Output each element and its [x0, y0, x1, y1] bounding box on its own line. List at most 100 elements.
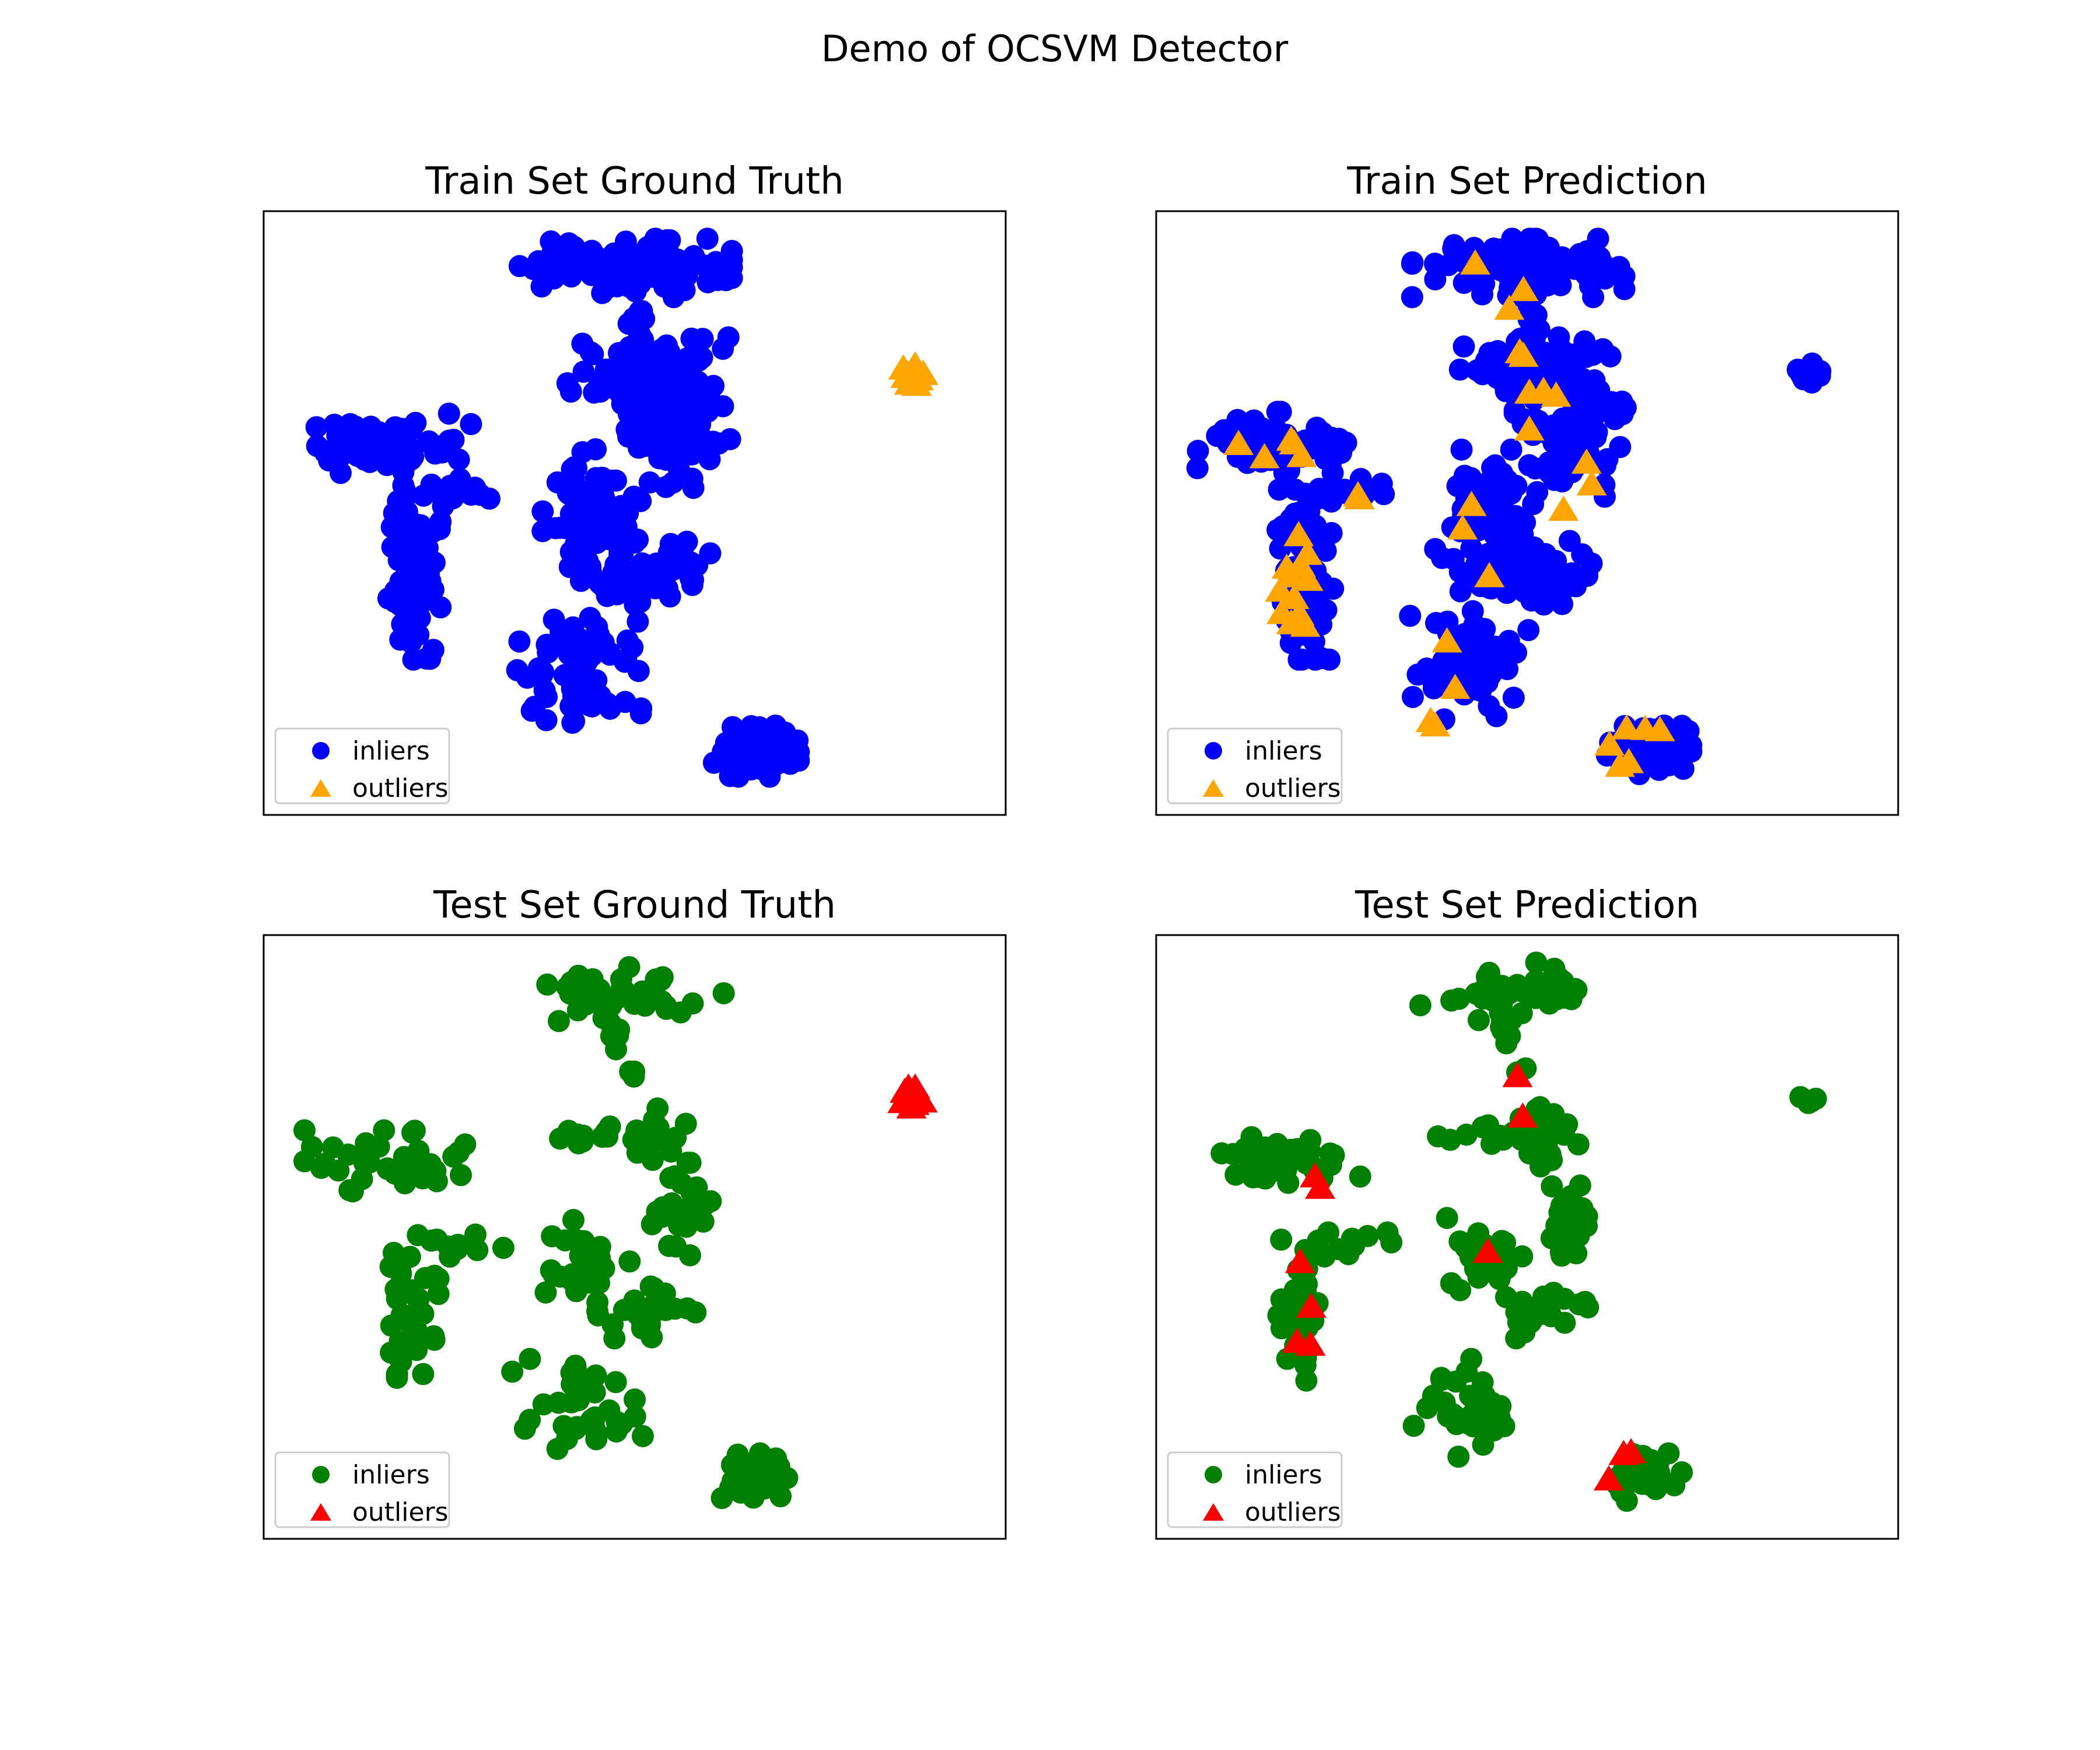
inlier-point [691, 327, 714, 350]
inlier-point [669, 1001, 692, 1024]
inlier-point [424, 1160, 447, 1182]
legend-marker-inliers [1205, 1466, 1222, 1483]
inlier-point [1654, 750, 1677, 773]
inlier-point [1539, 346, 1562, 369]
inlier-point [584, 1364, 607, 1387]
inlier-point [1270, 1228, 1293, 1251]
inlier-point [676, 1152, 699, 1174]
inlier-point [412, 1363, 435, 1385]
inlier-point [608, 250, 631, 272]
inlier-point [1567, 1133, 1590, 1156]
inlier-point [631, 1424, 654, 1447]
inlier-point [1468, 674, 1491, 697]
series-outliers [888, 351, 939, 396]
inlier-point [1448, 358, 1471, 381]
inlier-point [1380, 1231, 1403, 1254]
outlier-point [1616, 1438, 1647, 1464]
inlier-point [1423, 671, 1446, 694]
inlier-point [684, 1301, 707, 1324]
inlier-point [642, 1276, 665, 1299]
inlier-point [1500, 438, 1522, 461]
inlier-point [702, 374, 725, 397]
inlier-point [605, 1038, 628, 1060]
inlier-point [580, 239, 603, 262]
inlier-point [1553, 1287, 1576, 1310]
inlier-point [1639, 1462, 1661, 1485]
inlier-point [624, 1405, 646, 1428]
inlier-point [586, 615, 608, 638]
inlier-point [1480, 1391, 1503, 1414]
outlier-point [1507, 1102, 1538, 1128]
inlier-point [627, 660, 650, 682]
inlier-point [618, 1250, 641, 1273]
inlier-point [447, 448, 470, 471]
series-outliers [1223, 249, 1675, 777]
inlier-point [569, 1244, 592, 1267]
inlier-point [419, 648, 442, 670]
inlier-point [664, 1235, 687, 1258]
outlier-point [1305, 1173, 1336, 1199]
inlier-point [585, 669, 608, 692]
inlier-point [1545, 583, 1567, 606]
scatter-points [293, 956, 938, 1510]
scatter-points [305, 228, 939, 788]
inlier-point [587, 1304, 610, 1326]
inlier-point [1452, 335, 1475, 358]
inlier-point [768, 1455, 790, 1478]
legend-label-outliers: outliers [1245, 1497, 1341, 1527]
inlier-point [576, 550, 599, 572]
outlier-point [1420, 711, 1451, 737]
inlier-point [386, 430, 409, 453]
inlier-point [682, 245, 705, 268]
inlier-point [541, 1225, 564, 1248]
inlier-point [604, 1371, 627, 1394]
inlier-point [659, 533, 682, 555]
series-outliers [887, 1073, 938, 1119]
inlier-point [547, 1010, 570, 1032]
subplot-train-set-prediction: Train Set Prediction inliers outliers [1155, 160, 1899, 816]
inlier-point [396, 566, 418, 589]
inlier-point [389, 1255, 412, 1278]
inlier-point [664, 1126, 687, 1149]
inlier-point [614, 230, 637, 253]
inlier-point [345, 440, 368, 463]
inlier-point [1482, 972, 1505, 995]
inlier-point [536, 265, 559, 288]
inlier-point [1447, 1446, 1470, 1468]
inlier-point [1452, 1408, 1475, 1430]
inlier-point [663, 356, 686, 379]
plot-area [1155, 934, 1899, 1540]
inlier-point [310, 1157, 332, 1180]
inlier-point [598, 643, 621, 666]
inlier-point [650, 429, 673, 452]
inlier-point [501, 1360, 524, 1383]
legend: inliers outliers [1167, 1451, 1343, 1528]
inlier-point [401, 587, 424, 610]
inlier-point [1581, 344, 1604, 366]
inlier-point [1576, 1214, 1598, 1237]
inlier-point [1424, 268, 1447, 290]
inlier-point [466, 1239, 489, 1262]
inlier-point [1527, 228, 1549, 251]
inlier-point [589, 380, 612, 403]
inlier-point [618, 956, 640, 978]
outlier-point [1548, 495, 1579, 521]
inlier-point [1186, 439, 1209, 462]
inlier-point [1465, 982, 1488, 1005]
inlier-point [1416, 1396, 1438, 1419]
inlier-point [1584, 426, 1607, 449]
inlier-point [557, 1119, 580, 1142]
inlier-point [492, 1237, 514, 1259]
inlier-point [1461, 600, 1484, 622]
inlier-point [423, 1328, 446, 1351]
inlier-point [1657, 1442, 1680, 1465]
inlier-point [520, 699, 543, 722]
inlier-point [1563, 343, 1586, 366]
inlier-point [652, 398, 674, 421]
scatter-points [1186, 228, 1832, 786]
outlier-point [1502, 1062, 1533, 1087]
inlier-point [327, 1159, 350, 1182]
legend-label-outliers: outliers [352, 1497, 449, 1527]
inlier-point [584, 978, 607, 1001]
